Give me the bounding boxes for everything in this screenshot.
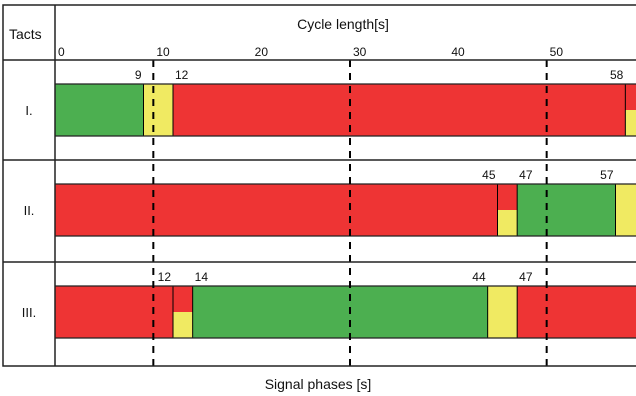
segment-red-yellow-bottom: [497, 210, 518, 236]
transition-mark-label: 12: [175, 68, 189, 82]
segment-red-yellow-top: [173, 286, 193, 312]
tacts-header: Tacts: [9, 26, 42, 42]
segment-green: [55, 84, 144, 136]
segment-green: [517, 184, 616, 236]
segment-red-yellow-top: [497, 184, 518, 210]
segment-red: [517, 286, 636, 338]
segment-green: [192, 286, 488, 338]
x-tick-label: 50: [550, 45, 564, 59]
x-axis-label: Signal phases [s]: [264, 376, 372, 392]
transition-mark-label: 14: [195, 270, 209, 284]
x-tick-label: 20: [255, 45, 269, 59]
segment-red: [55, 286, 173, 338]
segment-red-yellow-bottom: [625, 110, 636, 136]
tact-row-label: III.: [22, 305, 36, 320]
transition-mark-label: 58: [610, 68, 624, 82]
tact-row-label: I.: [25, 103, 32, 118]
transition-mark-label: 57: [600, 168, 614, 182]
tact-row-1-bar: [55, 83, 636, 137]
tact-row-3-bar: [55, 285, 636, 339]
tact-row-label: II.: [24, 203, 35, 218]
chart-title: Cycle length[s]: [297, 16, 389, 32]
transition-mark-label: 44: [472, 270, 486, 284]
transition-mark-label: 12: [158, 270, 172, 284]
segment-red-yellow-top: [625, 84, 636, 110]
segment-red-yellow-bottom: [173, 312, 193, 338]
x-tick-label: 40: [451, 45, 465, 59]
transition-mark-label: 47: [519, 270, 533, 284]
chart-frame: [2, 4, 636, 367]
transition-mark-label: 45: [482, 168, 496, 182]
segment-red: [55, 184, 498, 236]
segment-yellow: [615, 184, 636, 236]
segment-yellow: [143, 84, 173, 136]
x-tick-label: 10: [156, 45, 170, 59]
transition-mark-label: 47: [519, 168, 533, 182]
tact-row-2-bar: [55, 183, 636, 237]
x-tick-label: 0: [58, 45, 65, 59]
transition-mark-label: 9: [135, 68, 142, 82]
x-tick-label: 30: [353, 45, 367, 59]
segment-red: [173, 84, 626, 136]
segment-yellow: [487, 286, 518, 338]
